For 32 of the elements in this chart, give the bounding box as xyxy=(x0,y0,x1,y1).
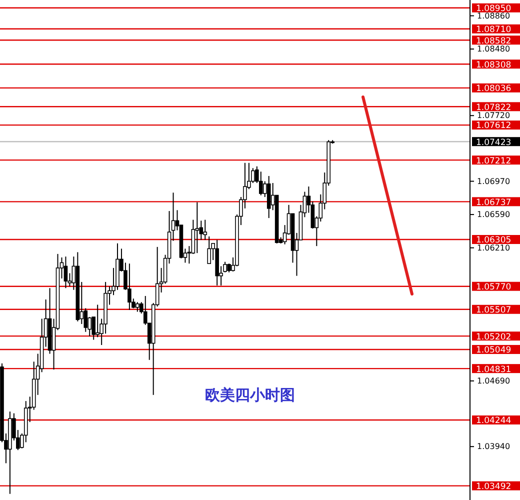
ref-line-label: 1.06737 xyxy=(476,198,512,208)
y-tick-label: 1.07720 xyxy=(477,111,510,120)
annotation: 欧美四小时图 xyxy=(205,386,295,404)
candlestick xyxy=(136,302,140,312)
candlestick xyxy=(195,202,200,254)
y-tick-label: 1.04690 xyxy=(477,376,510,386)
ref-line-label: 1.04831 xyxy=(476,364,512,375)
ref-line-label: 1.08308 xyxy=(476,60,512,70)
ref-line-label: 1.05507 xyxy=(476,306,512,316)
ref-line-label: 1.07212 xyxy=(476,156,512,166)
ref-line-label: 1.06305 xyxy=(476,236,512,246)
ref-line-label: 1.05049 xyxy=(476,346,512,356)
y-tick-label: 1.08860 xyxy=(477,11,510,20)
ref-line-label: 1.07423 xyxy=(476,138,512,148)
y-tick-label: 1.06210 xyxy=(477,243,510,252)
ref-line-label: 1.08582 xyxy=(476,36,512,46)
y-tick-label: 1.06970 xyxy=(477,176,510,186)
ref-line-label: 1.07822 xyxy=(476,102,512,113)
ref-line-label: 1.08036 xyxy=(476,84,512,94)
candlestick xyxy=(207,236,212,264)
ref-line-label: 1.08710 xyxy=(476,25,512,36)
ref-line-label: 1.03492 xyxy=(476,482,512,492)
candlestick xyxy=(64,256,68,289)
candlestick xyxy=(128,263,132,310)
y-tick-label: 1.06590 xyxy=(477,210,510,220)
candlestick xyxy=(203,219,208,240)
ref-line-label: 1.05770 xyxy=(476,282,512,293)
y-tick-label: 1.03940 xyxy=(477,442,510,452)
y-tick-label: 1.08480 xyxy=(477,44,510,54)
ref-line-label: 1.04244 xyxy=(476,416,512,426)
ref-line-label: 1.07612 xyxy=(476,121,512,132)
ref-line-label: 1.05202 xyxy=(476,332,512,342)
